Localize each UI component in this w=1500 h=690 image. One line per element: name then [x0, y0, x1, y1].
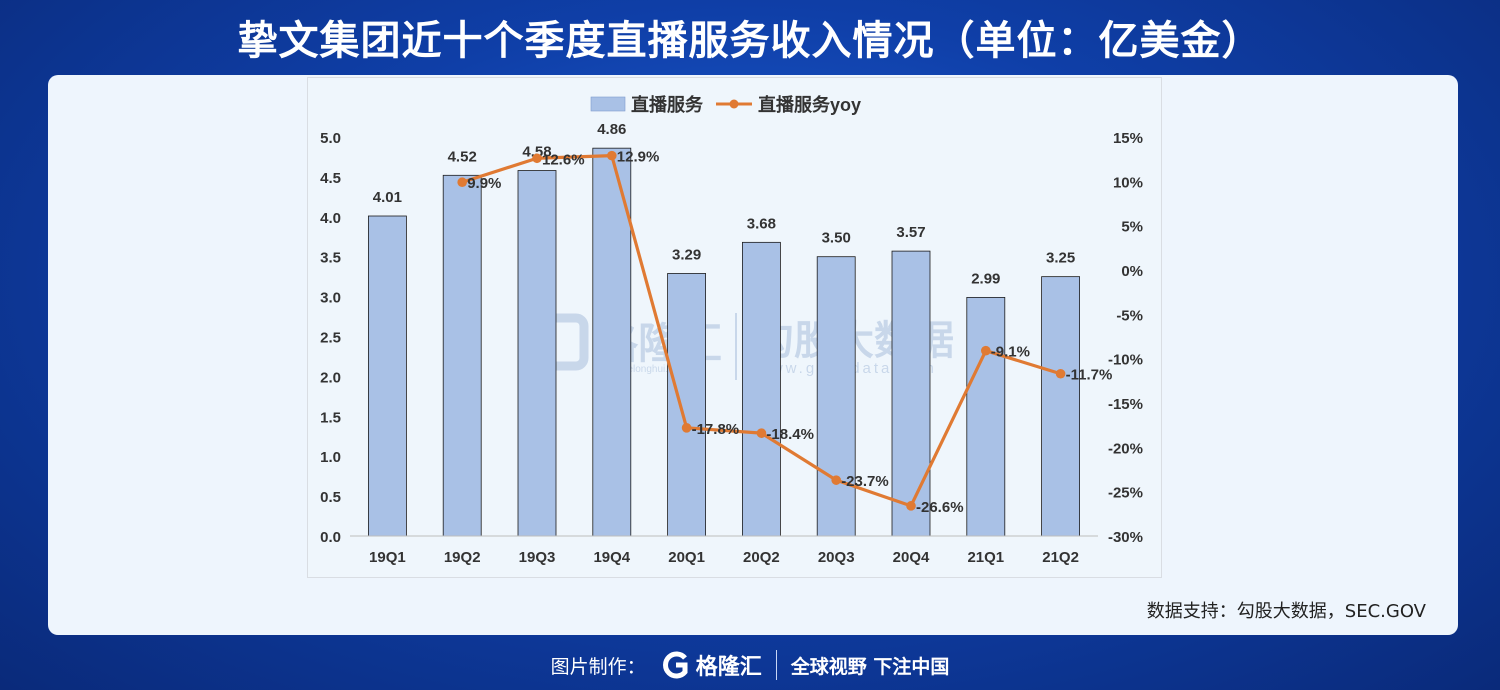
bar	[517, 170, 557, 537]
y-left-tick-label: 0.0	[320, 529, 341, 546]
yoy-value-label: -18.4%	[766, 426, 814, 443]
bar	[966, 296, 1006, 537]
bar-value-label: 3.68	[747, 215, 776, 232]
bar-value-label: 4.01	[373, 189, 402, 206]
yoy-point	[1055, 368, 1066, 379]
yoy-value-label: 9.9%	[467, 175, 501, 192]
y-axis-right: -30% -25% -20% -15% -10% -5% 0% 5% 10% 15%	[1108, 130, 1143, 546]
page-title: 挚文集团近十个季度直播服务收入情况（单位：亿美金）	[237, 18, 1263, 64]
y-left-tick-label: 3.0	[320, 290, 341, 307]
y-right-tick-label: -30%	[1108, 529, 1143, 546]
source-note: 数据支持：勾股大数据，SEC.GOV	[1146, 601, 1426, 622]
yoy-point	[981, 345, 991, 356]
bar	[442, 174, 482, 537]
y-right-tick-label: 0%	[1121, 263, 1143, 280]
y-left-tick-label: 2.5	[320, 330, 341, 347]
y-left-tick-label: 4.5	[320, 170, 341, 187]
legend: 直播服务 直播服务yoy	[590, 94, 861, 115]
y-right-tick-label: -15%	[1108, 396, 1143, 413]
bar-value-label: 3.25	[1046, 250, 1075, 267]
y-left-tick-label: 1.0	[320, 449, 341, 466]
bar-value-label: 3.50	[822, 230, 851, 247]
bar	[816, 256, 856, 537]
bar-value-label: 4.86	[597, 121, 626, 138]
footer: 图片制作： 格隆汇 全球视野 下注中国	[0, 645, 1500, 685]
yoy-value-label: -11.7%	[1066, 367, 1113, 384]
x-tick-label: 20Q4	[893, 549, 930, 566]
x-tick-label: 20Q2	[743, 549, 780, 566]
y-right-tick-label: -5%	[1116, 307, 1143, 324]
legend-line-label: 直播服务yoy	[758, 94, 861, 115]
watermark-brand-left-url: www.gelonghui.com	[597, 364, 687, 375]
legend-bar-label: 直播服务	[631, 94, 704, 115]
y-left-tick-label: 1.5	[320, 409, 341, 426]
y-right-tick-label: 5%	[1121, 219, 1143, 236]
yoy-value-label: 12.9%	[617, 149, 660, 166]
yoy-point	[831, 475, 841, 485]
gelonghui-logo-icon	[662, 651, 688, 679]
bar	[891, 250, 931, 537]
x-tick-label: 21Q1	[967, 549, 1004, 566]
chart-panel: 格隆汇 www.gelonghui.com 勾股大数据 www.gogudata…	[48, 75, 1458, 635]
yoy-point	[906, 501, 916, 511]
footer-divider	[775, 650, 777, 680]
x-tick-label: 21Q2	[1042, 549, 1079, 566]
yoy-value-label: -23.7%	[841, 473, 889, 490]
bar	[667, 273, 706, 537]
revenue-chart: 格隆汇 www.gelonghui.com 勾股大数据 www.gogudata…	[320, 94, 1143, 566]
bar-value-label: 3.29	[672, 246, 701, 263]
yoy-point	[681, 423, 692, 433]
x-tick-label: 19Q1	[369, 549, 406, 566]
footer-slogan: 全球视野 下注中国	[790, 655, 950, 678]
y-right-tick-label: -25%	[1108, 485, 1143, 502]
bar-value-label: 2.99	[971, 270, 1000, 287]
y-left-tick-label: 2.0	[320, 369, 341, 386]
footer-logo: 格隆汇	[660, 649, 762, 681]
x-tick-label: 20Q1	[668, 549, 705, 566]
legend-line-marker	[729, 99, 739, 109]
y-right-tick-label: -20%	[1108, 440, 1143, 457]
yoy-value-label: 12.6%	[542, 151, 585, 168]
bar-value-label: 4.52	[448, 148, 477, 165]
yoy-value-label: -9.1%	[991, 344, 1030, 361]
x-tick-label: 19Q2	[444, 549, 481, 566]
x-tick-label: 20Q3	[818, 549, 855, 566]
bar-value-label: 4.58	[522, 144, 551, 161]
footer-maker-label: 图片制作：	[550, 655, 646, 678]
y-right-tick-label: 15%	[1113, 130, 1143, 147]
x-tick-label: 19Q4	[593, 549, 630, 566]
legend-bar-swatch	[590, 96, 626, 112]
footer-logo-text: 格隆汇	[695, 655, 762, 680]
y-right-tick-label: -10%	[1108, 352, 1143, 369]
yoy-point	[756, 428, 767, 438]
yoy-point	[607, 150, 617, 161]
y-left-tick-label: 4.0	[320, 210, 341, 227]
y-right-tick-label: 10%	[1113, 174, 1143, 191]
yoy-value-label: -17.8%	[692, 421, 740, 438]
y-left-tick-label: 5.0	[320, 130, 341, 147]
y-axis-left: 0.0 0.5 1.0 1.5 2.0 2.5 3.0 3.5 4.0 4.5 5.0	[320, 130, 341, 546]
bar	[367, 215, 407, 537]
x-tick-label: 19Q3	[519, 549, 556, 566]
yoy-line-series: 9.9% 12.6% 12.9% -17.8% -18.4% -23.7% -26.6% -9…	[457, 149, 1112, 516]
yoy-point	[532, 153, 542, 164]
yoy-value-label: -26.6%	[916, 499, 964, 516]
bar	[742, 241, 781, 537]
y-left-tick-label: 0.5	[320, 489, 341, 506]
x-axis: 19Q1 19Q2 19Q3 19Q4 20Q1 20Q2 20Q3 20Q4 21Q1 21Q2	[350, 535, 1098, 566]
bar	[1041, 276, 1080, 537]
y-left-tick-label: 3.5	[320, 250, 341, 267]
bar-series: 4.01 4.52 4.58 4.86 3.29 3.68 3.50 3.57 2.99 3.25	[367, 121, 1080, 537]
bar-value-label: 3.57	[896, 224, 925, 241]
yoy-point	[457, 177, 468, 188]
